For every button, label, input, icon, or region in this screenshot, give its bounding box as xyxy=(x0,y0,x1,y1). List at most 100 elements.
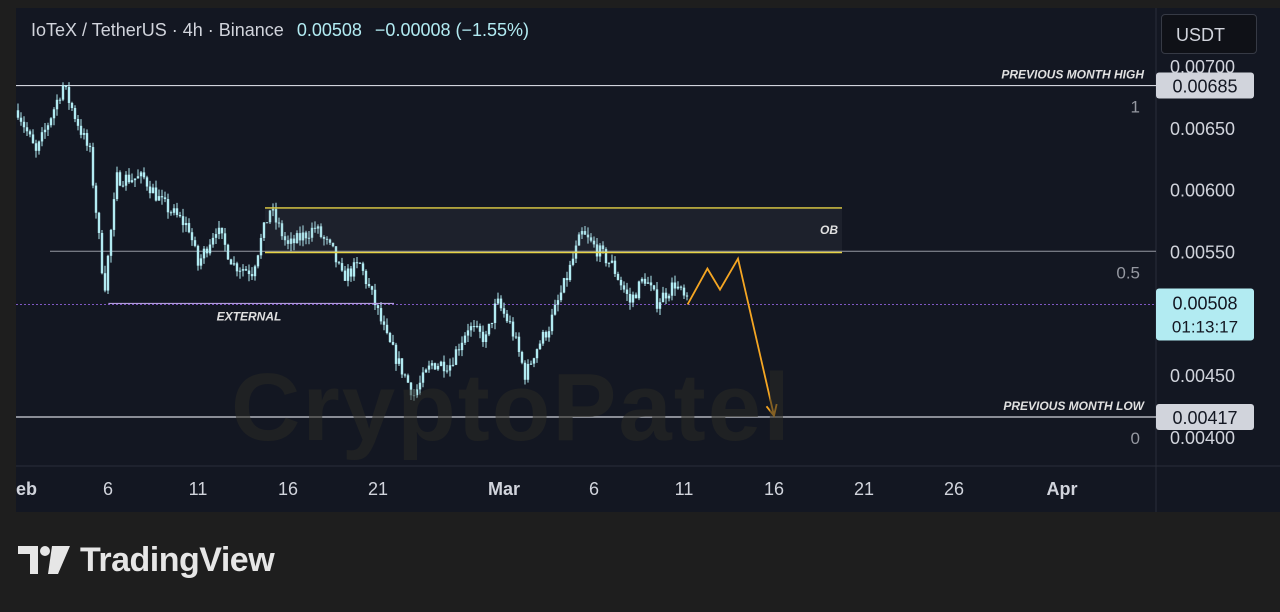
candle-body xyxy=(655,289,659,309)
candle-body xyxy=(382,321,386,325)
candle-body xyxy=(340,263,344,271)
candle-body xyxy=(394,344,398,364)
candle-body xyxy=(109,229,113,256)
candle-body xyxy=(403,374,407,376)
currency-button[interactable]: USDT xyxy=(1161,14,1257,54)
candle-body xyxy=(637,281,641,299)
previous-month-low-badge: 0.00417 xyxy=(1172,408,1237,428)
candle-body xyxy=(49,118,53,126)
candle-body xyxy=(301,232,305,241)
previous-month-high-badge: 0.00685 xyxy=(1172,77,1237,97)
price-tick-label: 0.00650 xyxy=(1170,119,1235,139)
candle-body xyxy=(40,132,44,142)
candle-body xyxy=(178,214,182,217)
candle-body xyxy=(442,361,446,372)
candle-body xyxy=(598,245,602,257)
candle-body xyxy=(469,326,473,331)
candle-body xyxy=(268,210,272,223)
price-axis: 0.00700 0.00650 0.00600 0.00550 0.00450 0.004… xyxy=(1156,57,1254,448)
tradingview-brand[interactable]: TradingView xyxy=(18,540,275,580)
order-block-label: OB xyxy=(820,223,838,237)
candle-body xyxy=(376,305,380,309)
candle-body xyxy=(22,121,26,128)
candle-body xyxy=(424,369,428,373)
candle-body xyxy=(130,180,134,183)
candle-body xyxy=(409,382,413,396)
price-chart[interactable]: PREVIOUS MONTH HIGH PREVIOUS MONTH LOW 1 0.… xyxy=(16,8,1280,512)
time-tick-label: 11 xyxy=(675,479,694,499)
candle-body xyxy=(514,336,518,338)
candle-body xyxy=(412,395,416,397)
candle-body xyxy=(511,321,515,337)
candle-body xyxy=(568,264,572,281)
candle-body xyxy=(16,110,20,118)
candle-body xyxy=(19,117,23,122)
candle-body xyxy=(517,336,521,353)
candle-body xyxy=(355,262,359,264)
candle-body xyxy=(478,325,482,332)
candle-body xyxy=(85,133,89,146)
projection-path xyxy=(686,256,775,416)
candle-body xyxy=(217,227,221,235)
candle-body xyxy=(520,352,524,363)
candle-body xyxy=(397,358,401,364)
candle-body xyxy=(466,330,470,336)
order-block-zone xyxy=(265,207,842,253)
time-tick-label: 21 xyxy=(368,479,388,499)
candles xyxy=(16,82,689,401)
candle-body xyxy=(475,325,479,327)
candle-body xyxy=(601,245,605,250)
candle-body xyxy=(421,372,425,383)
candle-body xyxy=(445,370,449,372)
candle-body xyxy=(145,177,149,187)
candle-body xyxy=(604,249,608,264)
candle-body xyxy=(187,223,191,233)
candle-body xyxy=(619,279,623,286)
candle-body xyxy=(76,118,80,126)
candle-body xyxy=(223,233,227,245)
candle-body xyxy=(262,222,266,238)
candle-body xyxy=(58,99,62,101)
candle-body xyxy=(334,246,338,263)
candle-body xyxy=(415,389,419,396)
candle-body xyxy=(589,237,593,241)
previous-month-high-label: PREVIOUS MONTH HIGH xyxy=(1001,68,1144,82)
candle-body xyxy=(121,185,125,187)
candle-body xyxy=(73,108,77,119)
candle-body xyxy=(580,231,584,235)
candle-body xyxy=(430,363,434,366)
candle-body xyxy=(61,85,65,100)
candle-body xyxy=(670,282,674,296)
candle-body xyxy=(127,174,131,183)
candle-body xyxy=(208,244,212,254)
candle-body xyxy=(664,292,668,299)
price-tick-label: 0.00600 xyxy=(1170,181,1235,201)
candle-body xyxy=(196,245,200,266)
candle-body xyxy=(124,174,128,186)
candle-body xyxy=(31,134,35,144)
plot-area xyxy=(16,8,1156,466)
candle-body xyxy=(427,365,431,370)
candle-body xyxy=(529,363,533,365)
candle-body xyxy=(379,308,383,322)
candle-body xyxy=(235,263,239,272)
candle-body xyxy=(385,324,389,334)
candle-body xyxy=(214,234,218,238)
candle-body xyxy=(337,262,341,264)
candle-body xyxy=(436,365,440,370)
candle-body xyxy=(106,255,110,291)
candle-body xyxy=(562,278,566,293)
chart-frame[interactable]: PREVIOUS MONTH HIGH PREVIOUS MONTH LOW 1 0.… xyxy=(16,8,1280,512)
time-axis-area xyxy=(16,466,1280,512)
candle-body xyxy=(556,300,560,305)
candle-body xyxy=(676,286,680,289)
candle-body xyxy=(25,127,29,132)
candle-body xyxy=(169,212,173,214)
symbol-title: IoTeX / TetherUS · 4h · Binance xyxy=(31,20,284,40)
current-price-badge: 0.00508 xyxy=(1172,293,1237,313)
candle-body xyxy=(418,382,422,390)
candle-body xyxy=(448,365,452,371)
candle-body xyxy=(118,172,122,186)
candle-body xyxy=(565,278,569,281)
time-tick-label: Mar xyxy=(488,479,520,499)
